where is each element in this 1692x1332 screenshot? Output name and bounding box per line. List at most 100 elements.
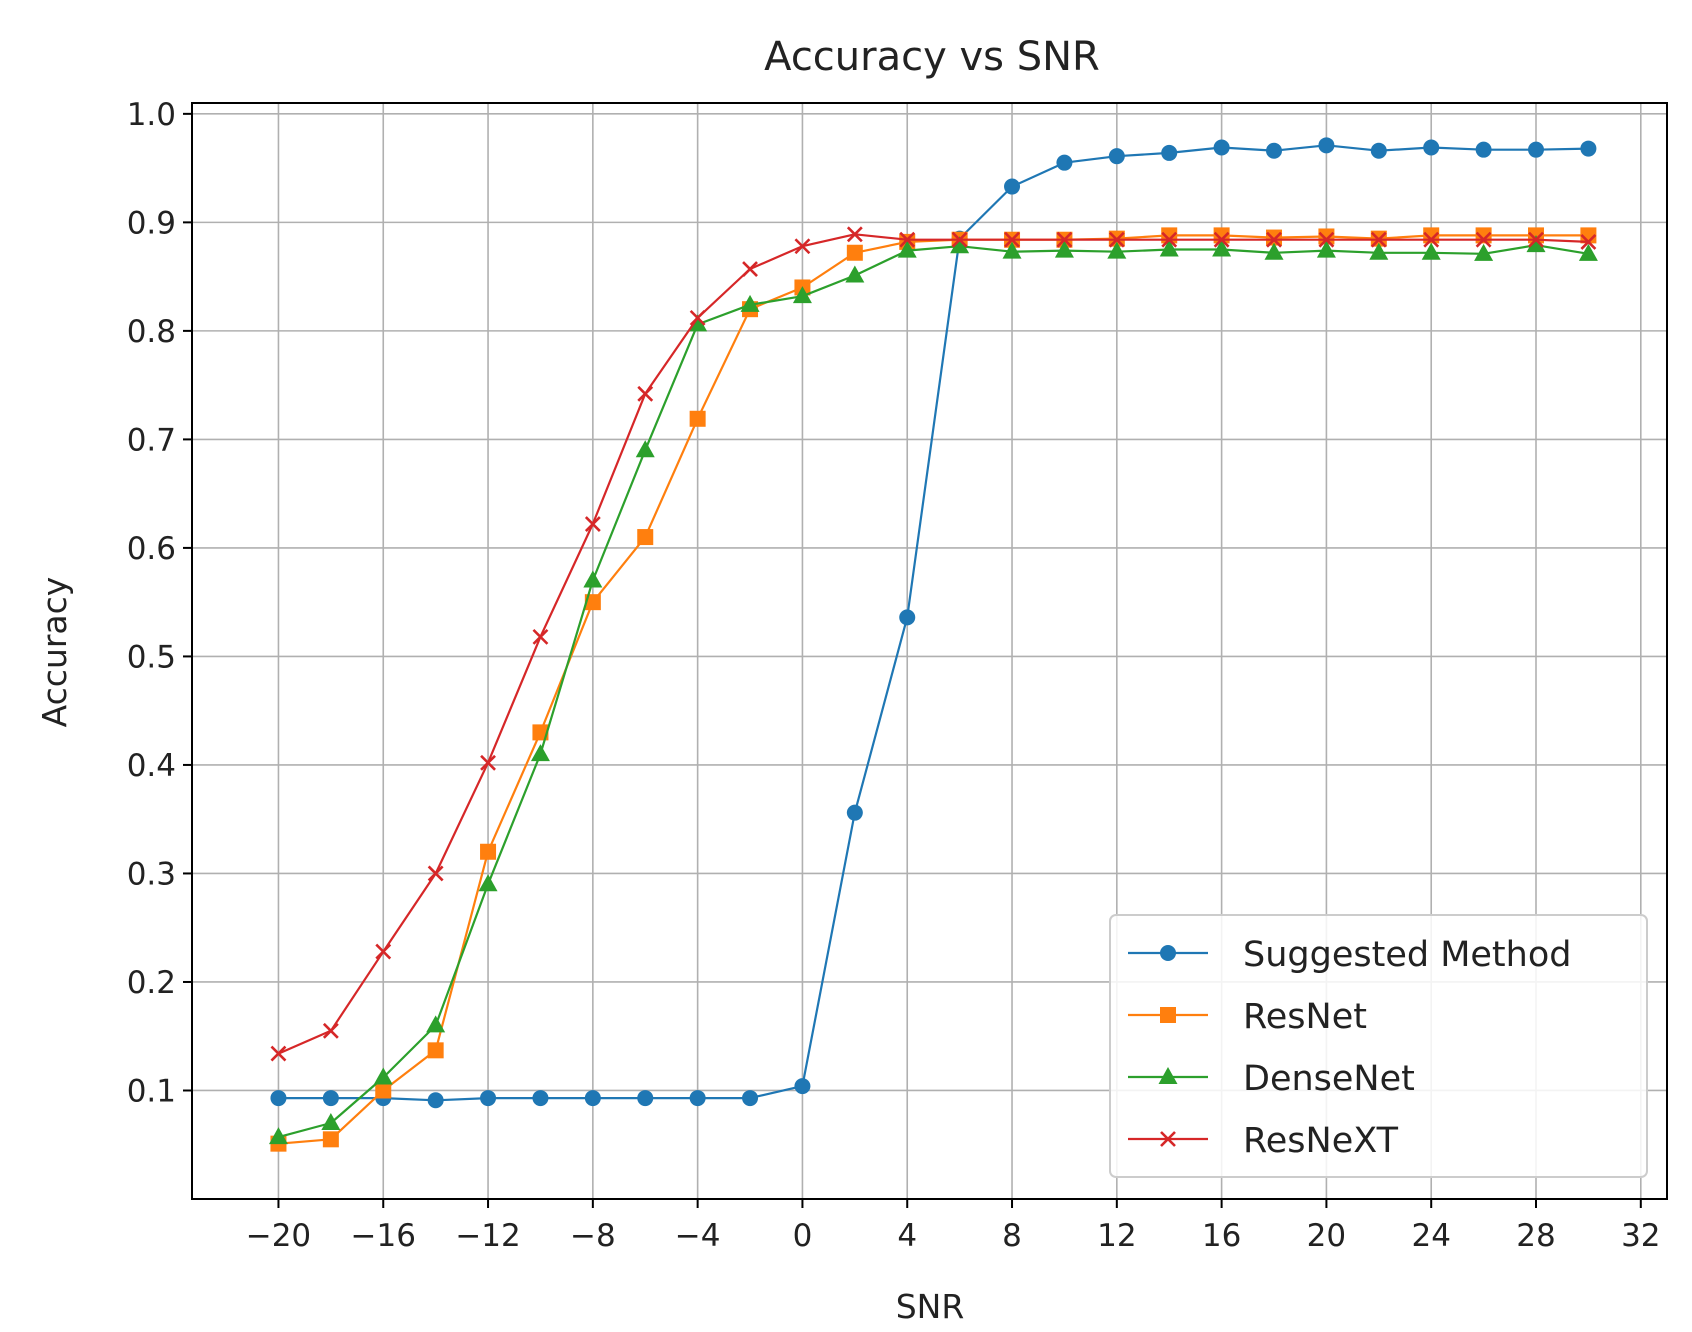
data-point	[270, 1045, 287, 1062]
data-point	[1318, 231, 1335, 248]
x-tick-label: 20	[1307, 1218, 1346, 1254]
legend-label: ResNeXT	[1243, 1121, 1399, 1161]
data-point	[846, 804, 863, 821]
data-point	[427, 1042, 444, 1059]
data-point	[532, 724, 549, 741]
data-point	[1108, 231, 1125, 248]
data-point	[1212, 239, 1232, 257]
y-tick-label: 0.7	[127, 422, 176, 458]
data-point	[530, 744, 550, 762]
legend-item: DenseNet	[1128, 1059, 1415, 1099]
data-point	[689, 410, 706, 427]
legend-marker	[1160, 945, 1176, 961]
series-line	[278, 244, 1589, 1139]
data-point	[322, 1022, 339, 1039]
x-tick-label: −4	[675, 1218, 721, 1254]
data-point	[846, 226, 863, 243]
data-point	[1213, 139, 1230, 156]
x-tick-label: 4	[897, 1218, 917, 1254]
data-point	[897, 240, 917, 258]
plot-frame	[191, 102, 1668, 1200]
data-point	[1316, 240, 1336, 258]
data-point	[951, 231, 968, 248]
x-tick-label: 8	[1002, 1218, 1022, 1254]
legend-label: Suggested Method	[1243, 935, 1571, 975]
data-point	[427, 865, 444, 882]
legend-label: ResNet	[1243, 997, 1367, 1037]
data-point	[322, 1090, 339, 1107]
data-point	[373, 1067, 393, 1085]
data-point	[950, 236, 970, 254]
y-tick-label: 0.6	[127, 531, 176, 567]
series-layer	[268, 137, 1598, 1152]
x-tick-label: −20	[246, 1218, 311, 1254]
data-point	[1475, 231, 1492, 248]
y-tick-label: 1.0	[127, 97, 176, 133]
data-point	[689, 1090, 706, 1107]
data-point	[1213, 231, 1230, 248]
data-point	[1266, 229, 1283, 246]
data-point	[375, 943, 392, 960]
data-point	[1159, 239, 1179, 257]
legend-item: Suggested Method	[1128, 935, 1571, 975]
data-point	[635, 440, 655, 458]
data-point	[583, 570, 603, 588]
data-point	[321, 1113, 341, 1131]
data-point	[740, 294, 760, 312]
series-line	[278, 144, 1589, 1102]
data-point	[1004, 231, 1020, 248]
data-point	[270, 1090, 287, 1107]
x-tick-label: −12	[455, 1218, 520, 1254]
series-resnext	[270, 226, 1597, 1062]
data-point	[742, 261, 758, 277]
data-point	[1369, 242, 1389, 260]
data-point	[322, 1131, 339, 1148]
legend-marker	[1160, 1131, 1176, 1147]
data-point	[1161, 144, 1178, 161]
data-point	[1054, 240, 1074, 258]
data-point	[794, 1078, 811, 1095]
data-point	[846, 244, 863, 261]
y-axis-title: Accuracy	[35, 577, 74, 728]
legend-label: DenseNet	[1243, 1059, 1415, 1099]
data-point	[1056, 154, 1073, 171]
series-densenet	[268, 235, 1598, 1145]
y-tick-label: 0.1	[127, 1073, 176, 1109]
data-point	[268, 1127, 288, 1145]
data-point	[637, 1090, 654, 1107]
data-point	[480, 754, 496, 771]
legend-marker	[1160, 1007, 1176, 1023]
data-point	[584, 594, 601, 611]
x-axis-title: SNR	[896, 1287, 965, 1326]
data-point	[1370, 231, 1387, 248]
legend-box	[1109, 914, 1648, 1178]
data-point	[742, 1090, 759, 1107]
data-point	[1108, 148, 1125, 165]
data-point	[1474, 243, 1494, 261]
data-point	[426, 1015, 446, 1033]
data-point	[584, 1090, 601, 1107]
data-point	[1370, 142, 1387, 159]
x-tick-label: −16	[351, 1218, 416, 1254]
data-point	[532, 628, 549, 645]
data-point	[794, 238, 811, 255]
x-tick-label: 0	[793, 1218, 813, 1254]
data-point	[1526, 235, 1546, 253]
data-point	[478, 874, 498, 892]
data-point	[584, 516, 601, 532]
data-point	[1107, 241, 1127, 259]
data-point	[1528, 231, 1544, 248]
axis-ticks: −20 −16 −12 −8 −4 0 4 8 12 16 20 24 28 32 0.1 0.2 0.3 0.4…	[127, 97, 1661, 1254]
data-point	[1004, 178, 1021, 195]
y-tick-label: 0.4	[127, 748, 176, 784]
data-point	[1580, 140, 1597, 157]
data-point	[689, 309, 706, 326]
x-tick-label: 12	[1097, 1218, 1136, 1254]
data-point	[1318, 137, 1335, 154]
series-line	[278, 233, 1589, 1055]
y-tick-label: 0.5	[127, 639, 176, 675]
data-point	[845, 265, 865, 283]
data-point	[480, 843, 497, 860]
y-tick-label: 0.3	[127, 856, 176, 892]
